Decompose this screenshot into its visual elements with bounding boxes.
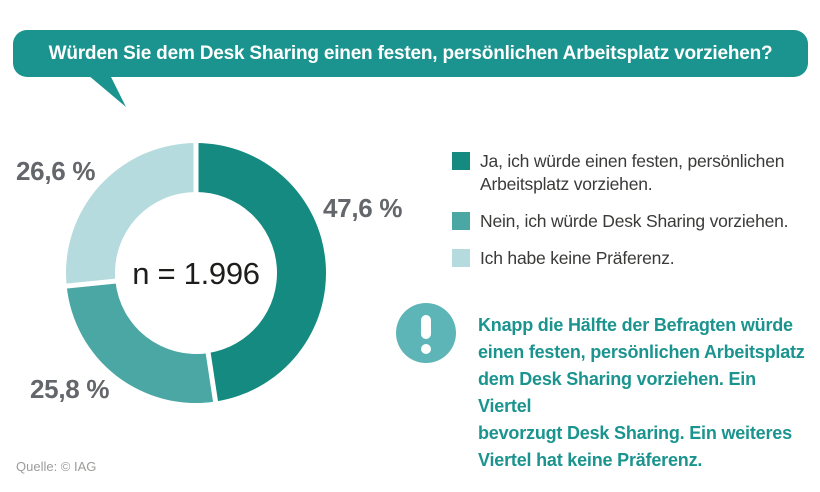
pct-label-nein: 25,8 % [30,374,110,404]
legend: Ja, ich würde einen festen, persönlichen… [452,150,808,284]
sample-size-label: n = 1.996 [132,256,260,291]
callout-text: Knapp die Hälfte der Befragten würde ein… [478,315,805,470]
speech-bubble-tail [88,75,126,107]
legend-item-ja: Ja, ich würde einen festen, persönlichen… [452,150,808,196]
legend-label-keine-praeferenz: Ich habe keine Präferenz. [480,248,675,268]
donut-slice-ja [196,143,326,402]
exclamation-dot [421,344,431,354]
pct-label-ja: 47,6 % [323,193,403,223]
legend-swatch-ja [452,152,470,170]
donut-chart [66,143,326,403]
legend-item-keine-praeferenz: Ich habe keine Präferenz. [452,247,808,270]
legend-swatch-nein [452,212,470,230]
legend-label-ja: Ja, ich würde einen festen, persönlichen… [480,151,785,194]
donut-slice-nein [66,281,216,403]
legend-swatch-keine-praeferenz [452,249,470,267]
exclamation-bar [421,315,431,339]
donut-slice-separator [204,345,219,403]
donut-slice-separator [66,277,123,289]
exclamation-icon [396,303,456,363]
donut-slice-keine_praeferenz [66,143,196,287]
legend-label-nein: Nein, ich würde Desk Sharing vorziehen. [480,211,789,231]
question-banner: Würden Sie dem Desk Sharing einen festen… [13,30,808,77]
pct-label-keine-praeferenz: 26,6 % [16,156,96,186]
source-note: Quelle: © IAG [16,459,97,474]
legend-item-nein: Nein, ich würde Desk Sharing vorziehen. [452,210,808,233]
